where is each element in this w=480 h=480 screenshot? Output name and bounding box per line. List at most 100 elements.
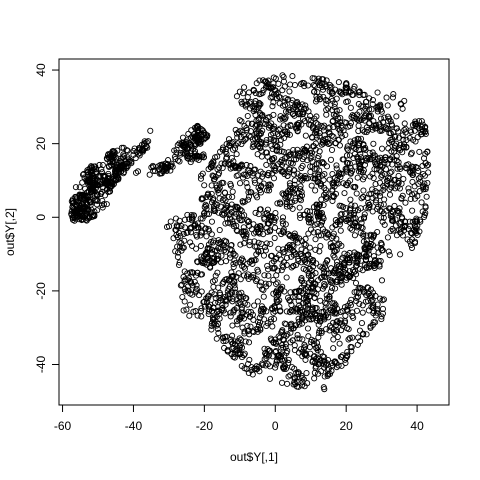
scatter-point: [239, 174, 247, 181]
scatter-point: [245, 327, 252, 334]
scatter-point: [232, 213, 239, 220]
scatter-point: [291, 190, 298, 197]
scatter-point: [363, 253, 370, 260]
scatter-point: [324, 194, 331, 201]
scatter-point: [352, 183, 359, 190]
scatter-point: [366, 292, 373, 300]
scatter-point: [323, 111, 330, 118]
scatter-point: [194, 152, 201, 159]
scatter-point: [332, 113, 339, 120]
scatter-point: [309, 357, 316, 364]
scatter-point: [259, 173, 266, 180]
scatter-point: [312, 236, 319, 243]
scatter-point: [211, 291, 218, 298]
scatter-point: [338, 202, 345, 210]
scatter-point: [256, 230, 263, 237]
scatter-point: [273, 254, 280, 261]
scatter-point: [314, 89, 321, 96]
scatter-point: [99, 162, 106, 169]
scatter-point: [377, 295, 384, 302]
scatter-point: [271, 303, 278, 311]
scatter-point: [118, 165, 125, 172]
scatter-point: [393, 232, 401, 239]
scatter-point: [341, 319, 348, 326]
scatter-point: [348, 296, 355, 303]
scatter-point: [286, 241, 293, 249]
scatter-point: [240, 352, 247, 359]
scatter-point: [318, 122, 325, 129]
scatter-point: [381, 184, 388, 191]
scatter-point: [309, 257, 317, 264]
scatter-point: [238, 344, 246, 351]
scatter-point: [289, 111, 297, 118]
data-points: [68, 72, 432, 393]
scatter-point: [189, 242, 196, 249]
scatter-point: [349, 112, 356, 119]
scatter-point: [409, 230, 416, 237]
scatter-point: [135, 151, 142, 158]
scatter-point: [319, 226, 326, 233]
scatter-point: [114, 147, 121, 154]
scatter-point: [80, 170, 87, 178]
scatter-point: [312, 172, 319, 179]
scatter-point: [331, 358, 338, 365]
scatter-point: [198, 288, 205, 295]
scatter-point: [268, 337, 275, 344]
scatter-point: [217, 259, 225, 266]
scatter-point: [328, 146, 336, 153]
scatter-point: [294, 239, 301, 246]
scatter-point: [286, 88, 293, 95]
scatter-point: [244, 260, 251, 267]
scatter-point: [248, 189, 255, 196]
y-tick-label: 20: [34, 137, 48, 151]
scatter-point: [358, 158, 365, 165]
scatter-point: [310, 81, 317, 89]
scatter-point: [221, 160, 228, 167]
scatter-point: [294, 335, 301, 342]
scatter-point: [230, 307, 237, 314]
scatter-point: [250, 141, 257, 148]
scatter-point: [97, 179, 104, 186]
scatter-point: [232, 210, 240, 217]
scatter-point: [360, 330, 367, 338]
scatter-point: [261, 306, 268, 313]
scatter-point: [342, 181, 350, 188]
scatter-point: [234, 134, 241, 141]
scatter-point: [302, 343, 309, 350]
scatter-point: [287, 81, 294, 88]
scatter-point: [371, 256, 379, 263]
scatter-point: [333, 278, 341, 285]
scatter-point: [177, 243, 184, 250]
scatter-point: [232, 285, 239, 292]
scatter-point: [238, 207, 245, 214]
scatter-point: [188, 215, 196, 222]
scatter-point: [210, 159, 217, 166]
scatter-point: [193, 233, 200, 240]
scatter-point: [265, 352, 272, 359]
scatter-point: [388, 148, 395, 155]
scatter-point: [350, 115, 357, 122]
scatter-point: [396, 205, 403, 212]
scatter-point: [259, 127, 266, 134]
scatter-point: [325, 140, 332, 147]
scatter-point: [192, 224, 200, 232]
scatter-point: [235, 300, 242, 307]
scatter-point: [84, 177, 91, 184]
scatter-point: [212, 272, 219, 279]
scatter-point: [187, 301, 194, 308]
scatter-point: [286, 151, 293, 158]
scatter-point: [348, 344, 355, 351]
scatter-point: [100, 172, 107, 179]
scatter-point: [317, 79, 324, 86]
scatter-point: [252, 209, 259, 216]
scatter-point: [376, 263, 383, 270]
scatter-point: [393, 153, 400, 160]
scatter-point: [370, 154, 377, 162]
scatter-point: [279, 115, 286, 122]
scatter-point: [336, 263, 343, 270]
scatter-point: [270, 80, 277, 87]
scatter-point: [180, 244, 187, 251]
scatter-point: [167, 218, 174, 225]
scatter-point: [253, 134, 260, 141]
